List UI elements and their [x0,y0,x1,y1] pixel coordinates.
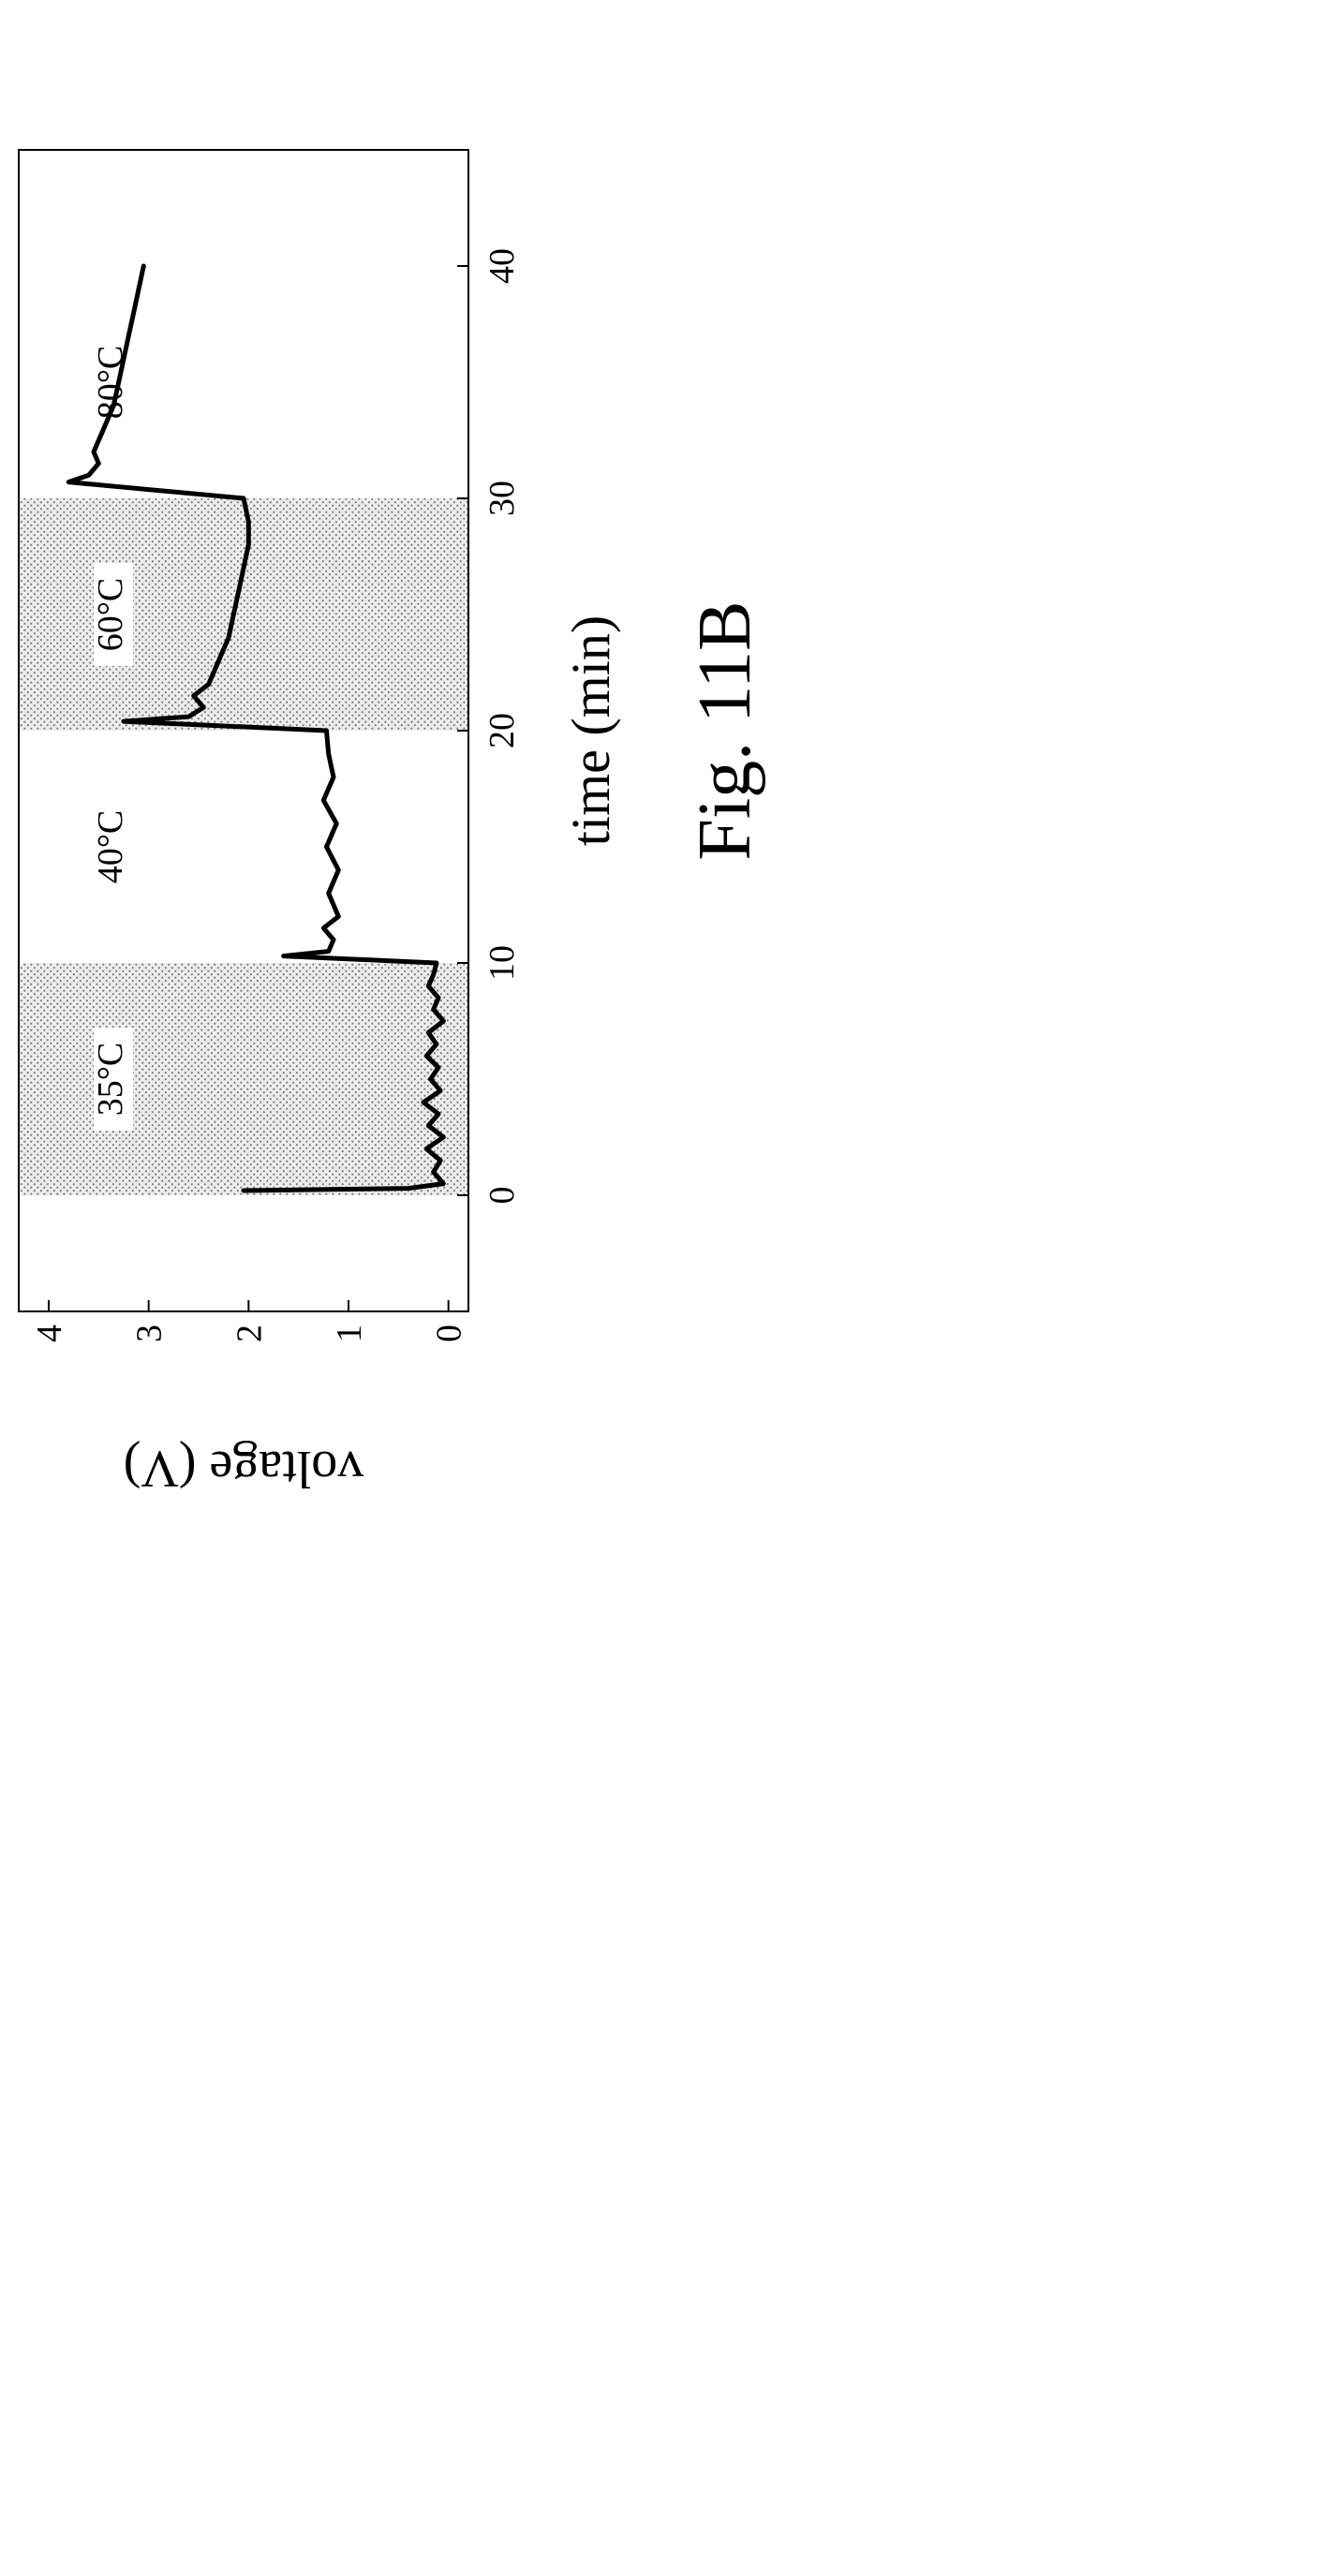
data-point [438,1088,442,1092]
data-point [327,752,331,756]
data-point [437,996,440,999]
data-point [432,972,436,976]
data-point [428,1077,432,1081]
data-point [441,1019,445,1023]
data-point [242,566,245,570]
data-point [102,427,106,431]
data-point [87,473,91,477]
data-point [186,715,190,718]
data-point [141,264,145,268]
data-point [441,1135,445,1139]
shaded-region [19,963,468,1195]
y-tick-label: 3 [130,1325,170,1342]
x-axis-title: time (min) [560,615,621,846]
data-point [437,1066,440,1070]
data-point [334,822,338,825]
data-point [111,404,115,407]
data-point [126,333,130,337]
data-point [332,938,335,941]
data-point [282,955,286,958]
data-point [332,776,335,779]
data-point [437,1112,440,1116]
y-tick-label: 2 [230,1325,269,1342]
data-point [432,1008,436,1012]
data-point [422,1101,425,1104]
data-point [201,705,205,709]
data-point [325,845,329,849]
y-axis-title: voltage (V) [124,1440,364,1498]
data-point [132,311,136,315]
data-point [325,729,329,733]
x-tick-label: 0 [482,1187,522,1205]
data-point [441,1182,445,1186]
data-point [438,1159,442,1162]
region-label-box [94,1028,133,1131]
data-point [122,357,126,361]
data-point [92,450,96,453]
data-point [426,1124,430,1128]
region-label: 40°C [91,810,130,884]
y-tick-label: 1 [330,1325,369,1342]
data-point [246,520,250,524]
data-point [141,487,145,491]
data-point [426,1030,430,1034]
data-point [137,288,141,291]
figure-caption: Fig. 11B [684,600,766,860]
data-point [435,1043,438,1046]
data-point [237,589,241,593]
data-point [432,1170,436,1174]
data-point [336,868,340,872]
data-point [117,380,121,384]
region-label: 60°C [91,578,130,652]
region-label: 35°C [91,1043,130,1117]
data-point [321,798,325,802]
region-label-box [94,563,133,666]
data-point [327,892,331,896]
data-point [426,985,430,988]
x-tick-label: 40 [482,248,522,284]
data-point [242,1189,245,1192]
x-tick-label: 20 [482,713,522,748]
region-label-box [94,795,133,898]
y-tick-label: 0 [430,1325,469,1342]
data-point [231,613,235,616]
y-tick-label: 4 [30,1325,69,1342]
data-point [207,682,211,686]
data-point [327,950,331,954]
data-point [424,1054,428,1058]
data-point [435,961,438,965]
data-point [67,481,70,484]
data-point [192,694,196,698]
x-tick-label: 10 [482,945,522,981]
shaded-region [19,498,468,731]
data-point [321,926,325,930]
data-point [227,636,230,640]
data-point [407,1187,410,1191]
data-point [424,1147,428,1150]
data-point [96,462,100,466]
data-point [122,719,126,723]
x-tick-label: 30 [482,481,522,516]
data-point [216,659,220,663]
data-point [242,496,245,500]
data-point [336,914,340,918]
data-point [246,543,250,547]
